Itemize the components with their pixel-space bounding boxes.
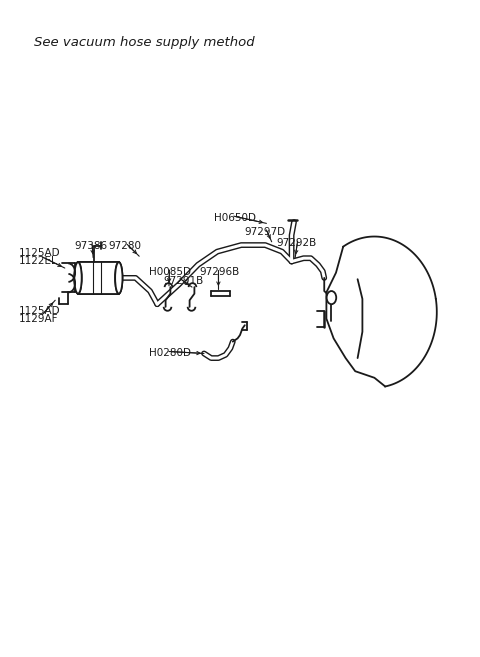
Text: H0280D: H0280D [149, 348, 191, 359]
Ellipse shape [74, 262, 82, 294]
Text: See vacuum hose supply method: See vacuum hose supply method [34, 36, 254, 49]
Text: 97280: 97280 [108, 241, 141, 252]
Ellipse shape [74, 262, 82, 294]
Ellipse shape [115, 262, 122, 294]
Text: 97297D: 97297D [245, 227, 286, 237]
Text: 97291B: 97291B [163, 275, 204, 286]
Text: 97292B: 97292B [276, 238, 316, 248]
Text: 1122EL: 1122EL [19, 256, 58, 267]
Text: 97296B: 97296B [199, 267, 240, 277]
Text: 1129AF: 1129AF [19, 314, 59, 325]
Text: H0085D: H0085D [149, 267, 191, 277]
FancyBboxPatch shape [78, 262, 119, 294]
Ellipse shape [115, 262, 122, 294]
Text: 97386: 97386 [74, 241, 108, 252]
Circle shape [326, 291, 336, 304]
Text: H0650D: H0650D [214, 213, 255, 223]
Text: 1125AD: 1125AD [19, 306, 61, 316]
Text: 1125AD: 1125AD [19, 248, 61, 258]
